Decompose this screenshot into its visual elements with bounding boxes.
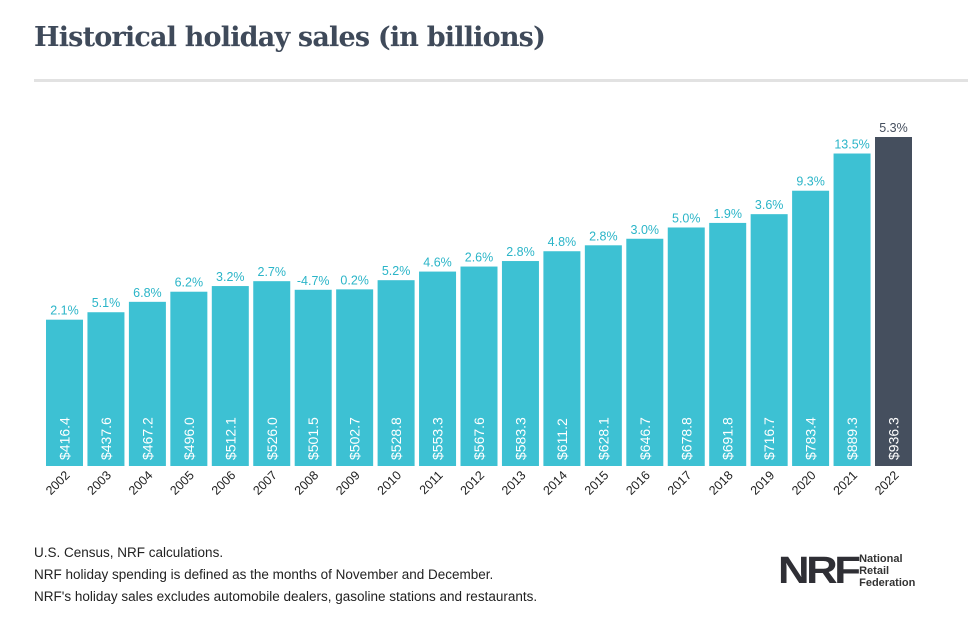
value-label: $646.7: [637, 417, 653, 460]
growth-label: 13.5%: [834, 138, 869, 152]
bar: [584, 245, 622, 466]
logo-line: National: [859, 553, 903, 565]
year-tick-label: 2004: [126, 468, 156, 498]
bar: [170, 291, 208, 466]
value-label: $716.7: [761, 417, 777, 460]
logo-line: Federation: [859, 577, 916, 589]
bar: [211, 286, 249, 466]
bar: [709, 222, 747, 466]
value-label: $416.4: [57, 417, 73, 460]
year-tick-label: 2010: [375, 468, 405, 498]
bar: [792, 190, 830, 466]
year-tick-label: 2011: [417, 468, 446, 497]
value-label: $437.6: [98, 417, 114, 460]
value-label: $691.8: [720, 417, 736, 460]
year-tick-label: 2008: [292, 468, 322, 498]
bar: [46, 319, 83, 466]
growth-label: 2.8%: [506, 245, 535, 259]
growth-label: 5.0%: [672, 211, 701, 225]
value-label: $611.2: [554, 418, 570, 460]
bar: [875, 137, 912, 466]
year-tick-label: 2021: [831, 468, 861, 498]
bar: [128, 301, 166, 466]
growth-label: 3.2%: [216, 270, 245, 284]
value-label: $496.0: [181, 417, 197, 460]
value-label: $583.3: [512, 417, 528, 460]
bar: [543, 251, 581, 466]
year-tick-label: 2018: [706, 468, 736, 498]
bar: [253, 281, 291, 466]
bar-chart: 2.1% $416.4 2002 5.1% $437.6 2003 6.8% $467.2 20…: [43, 121, 912, 498]
year-tick-label: 2006: [209, 468, 239, 498]
growth-label: 2.7%: [258, 265, 287, 279]
chart-notes: U.S. Census, NRF calculations. NRF holid…: [34, 542, 537, 608]
value-label: $526.0: [264, 417, 280, 460]
value-label: $783.4: [803, 417, 819, 460]
logo-line: Retail: [859, 565, 890, 577]
growth-label: 1.9%: [713, 207, 742, 221]
bar: [833, 153, 871, 466]
bar: [460, 266, 498, 466]
bar: [87, 312, 125, 466]
year-tick-label: 2022: [872, 468, 902, 498]
year-tick-label: 2002: [43, 468, 73, 498]
bar: [750, 214, 788, 466]
logo-mark: NRF: [778, 550, 861, 592]
growth-label: 4.6%: [423, 256, 452, 270]
value-label: $678.8: [678, 417, 694, 460]
growth-label: 2.1%: [50, 304, 79, 318]
value-label: $889.3: [844, 417, 860, 460]
source-note: U.S. Census, NRF calculations.: [34, 545, 224, 560]
value-label: $628.1: [595, 417, 611, 460]
year-tick-label: 2005: [167, 468, 197, 498]
growth-label: 2.6%: [465, 251, 494, 265]
value-label: $467.2: [139, 417, 155, 460]
year-tick-label: 2003: [85, 468, 115, 498]
value-label: $501.5: [305, 417, 321, 460]
growth-label: 4.8%: [548, 235, 577, 249]
bar: [336, 289, 374, 466]
bar: [626, 238, 664, 466]
year-tick-label: 2016: [623, 468, 653, 498]
exclusion-note: NRF's holiday sales excludes automobile …: [34, 589, 538, 604]
year-tick-label: 2017: [665, 468, 695, 498]
chart-title: Historical holiday sales (in billions): [34, 22, 546, 53]
year-tick-label: 2012: [458, 468, 488, 498]
year-tick-label: 2007: [250, 468, 280, 498]
growth-label: -4.7%: [297, 274, 330, 288]
growth-label: 9.3%: [796, 175, 825, 189]
year-tick-label: 2020: [789, 468, 819, 498]
year-tick-label: 2014: [540, 468, 570, 498]
value-label: $567.6: [471, 417, 487, 460]
nrf-logo: NRF National Retail Federation: [778, 550, 916, 592]
value-label: $936.3: [886, 417, 902, 460]
bar: [667, 227, 705, 466]
bar: [419, 271, 457, 466]
growth-label: 0.2%: [340, 273, 369, 287]
growth-label: 5.3%: [879, 121, 908, 135]
definition-note: NRF holiday spending is defined as the m…: [34, 567, 494, 582]
value-label: $502.7: [347, 417, 363, 460]
growth-label: 6.8%: [133, 286, 162, 300]
growth-label: 3.6%: [755, 198, 784, 212]
growth-label: 5.1%: [92, 296, 121, 310]
value-label: $512.1: [222, 417, 238, 460]
bar: [294, 289, 332, 466]
growth-label: 2.8%: [589, 229, 618, 243]
growth-label: 3.0%: [631, 223, 660, 237]
title-divider: [34, 79, 968, 82]
value-label: $553.3: [430, 417, 446, 460]
year-tick-label: 2015: [582, 468, 612, 498]
bar: [377, 280, 415, 466]
year-tick-label: 2013: [499, 468, 529, 498]
year-tick-label: 2019: [748, 468, 778, 498]
growth-label: 6.2%: [175, 276, 204, 290]
bar: [501, 261, 539, 466]
year-tick-label: 2009: [333, 468, 363, 498]
growth-label: 5.2%: [382, 264, 411, 278]
value-label: $528.8: [388, 417, 404, 460]
